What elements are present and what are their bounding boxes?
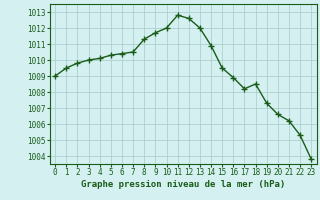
X-axis label: Graphe pression niveau de la mer (hPa): Graphe pression niveau de la mer (hPa) [81,180,285,189]
